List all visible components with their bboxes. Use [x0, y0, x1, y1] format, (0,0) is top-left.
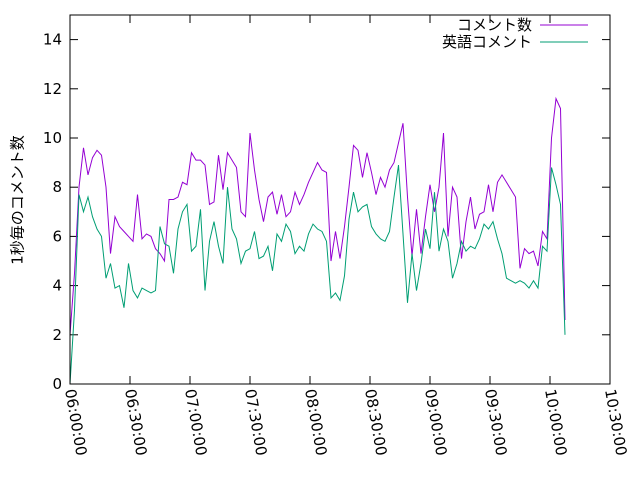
x-tick-label: 10:30:00 [601, 388, 630, 457]
x-tick-label: 09:30:00 [481, 388, 510, 457]
x-tick-label: 08:00:00 [301, 388, 330, 457]
data-line [69, 164, 566, 385]
y-tick-label: 4 [52, 277, 62, 295]
legend-label: 英語コメント [442, 33, 532, 51]
y-tick-label: 10 [43, 129, 62, 147]
plot-border [69, 14, 611, 385]
y-axis-label: 1秒毎のコメント数 [9, 135, 27, 265]
y-tick-label: 12 [43, 80, 62, 98]
y-tick-label: 0 [52, 375, 62, 393]
x-tick-label: 06:00:00 [61, 388, 90, 457]
x-tick-label: 06:30:00 [121, 388, 150, 457]
x-tick-label: 09:00:00 [421, 388, 450, 457]
y-tick-label: 6 [52, 227, 62, 245]
x-tick-label: 07:00:00 [181, 388, 210, 457]
data-line [69, 96, 566, 335]
x-tick-label: 08:30:00 [361, 388, 390, 457]
y-tick-label: 8 [52, 178, 62, 196]
y-tick-label: 2 [52, 326, 62, 344]
y-tick-label: 14 [43, 31, 62, 49]
legend-label: コメント数 [457, 16, 532, 34]
x-tick-label: 10:00:00 [541, 388, 570, 457]
x-tick-label: 07:30:00 [241, 388, 270, 457]
